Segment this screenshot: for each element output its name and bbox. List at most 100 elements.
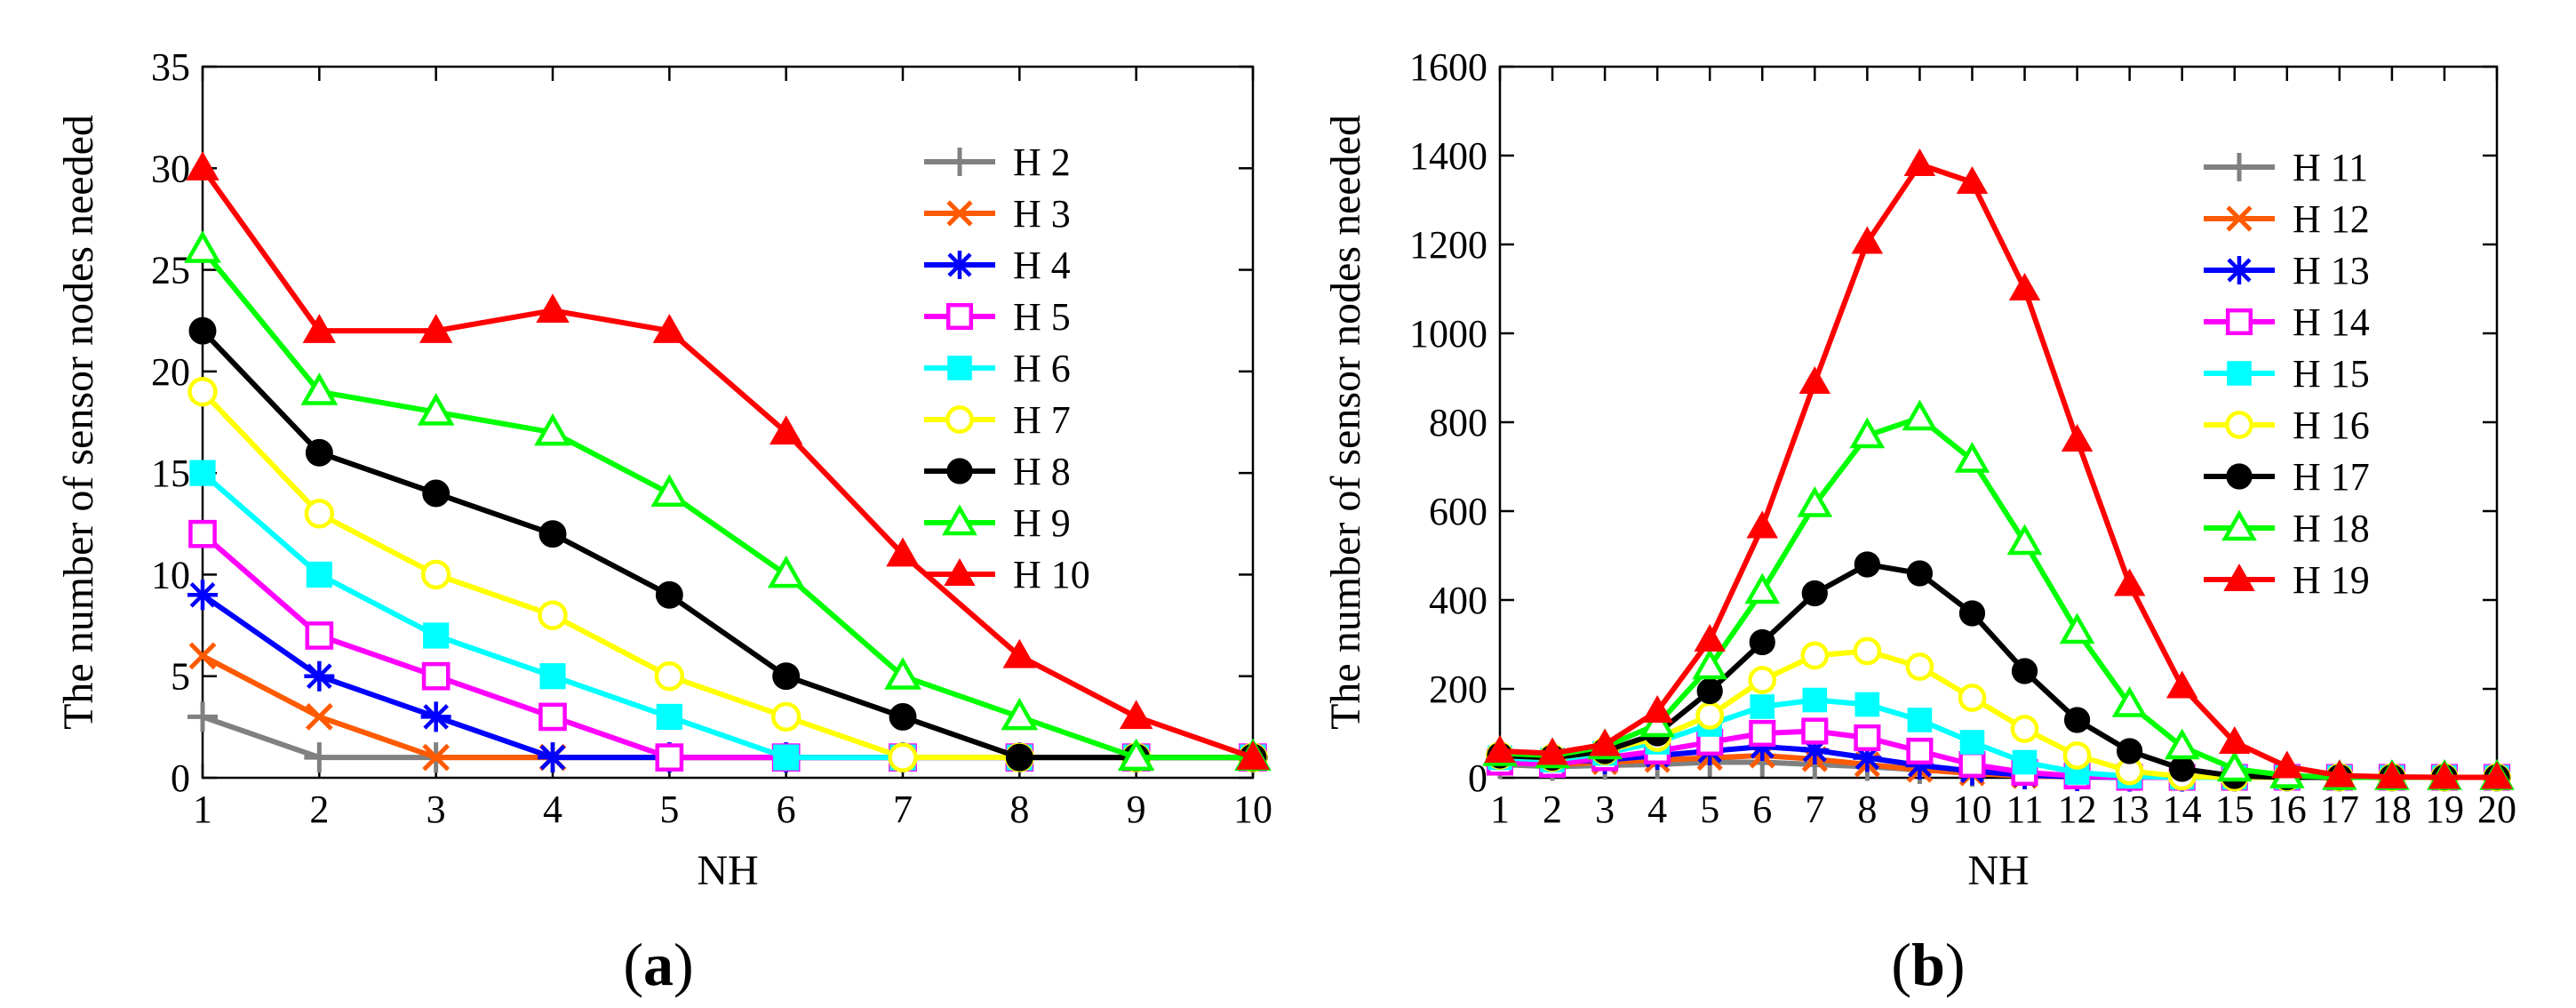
chart-a-data-point bbox=[300, 372, 339, 405]
chart-a-data-point bbox=[305, 703, 333, 731]
chart-a-ytick-label: 35 bbox=[151, 45, 190, 89]
chart-b-data-point bbox=[1692, 648, 1728, 680]
chart-b-series-line bbox=[1499, 162, 2497, 780]
chart-a-data-point bbox=[539, 663, 566, 690]
chart-b-data-point bbox=[2117, 738, 2143, 764]
chart-b-data-point bbox=[2062, 741, 2092, 770]
chart-a-legend-marker bbox=[944, 557, 976, 586]
chart-a-legend-label: H 8 bbox=[1013, 450, 1071, 493]
chart-a-xtick-label: 10 bbox=[1233, 788, 1272, 831]
chart-a-xtick-label: 3 bbox=[427, 788, 446, 831]
chart-a-legend-marker bbox=[945, 405, 974, 434]
chart-a-data-point bbox=[420, 701, 451, 732]
chart-b-data-point bbox=[1854, 551, 1880, 578]
chart-b-data-point bbox=[1641, 694, 1673, 723]
chart-a-caption-close: ) bbox=[674, 931, 694, 998]
chart-a-legend-entry: H 9 bbox=[924, 501, 1071, 545]
chart-b-data-point bbox=[1749, 628, 1775, 656]
chart-b-ytick-label: 1600 bbox=[1409, 45, 1487, 89]
chart-b-xtick-label: 2 bbox=[1543, 788, 1562, 831]
chart-a-legend: H 2 H 3 H 4 H 5 H 6 H 7 H 8 H 9 H 10 bbox=[924, 140, 1090, 596]
chart-b-legend-marker bbox=[2226, 463, 2253, 490]
chart-b-xtick-label: 6 bbox=[1752, 788, 1772, 831]
chart-b-xtick-label: 10 bbox=[1952, 788, 1991, 831]
chart-a-xtick-label: 7 bbox=[893, 788, 913, 831]
chart-a-xtick-label: 8 bbox=[1009, 788, 1029, 831]
chart-a-xtick-label: 4 bbox=[543, 788, 562, 831]
chart-b-data-point bbox=[1958, 600, 1986, 627]
chart-b-data-point bbox=[1800, 736, 1830, 764]
chart-b-data-point bbox=[1589, 728, 1621, 756]
chart-a-data-point bbox=[422, 479, 451, 508]
chart-a-legend-label: H 5 bbox=[1013, 295, 1071, 339]
chart-b-ytick-label: 600 bbox=[1429, 490, 1487, 533]
chart-a-data-point bbox=[421, 661, 451, 691]
chart-b-legend-marker bbox=[2225, 308, 2253, 336]
chart-a-legend-label: H 6 bbox=[1013, 347, 1071, 390]
chart-a-plot-frame bbox=[201, 65, 1255, 780]
chart-b-ytick-label: 1000 bbox=[1409, 312, 1487, 356]
chart-b-legend-label: H 16 bbox=[2293, 404, 2370, 447]
chart-a-ytick-label: 15 bbox=[151, 452, 190, 495]
chart-a-data-point bbox=[305, 621, 334, 650]
chart-a-data-point bbox=[650, 474, 689, 507]
chart-b-data-point bbox=[1851, 226, 1884, 254]
chart-b-caption-open: ( bbox=[1891, 931, 1911, 998]
chart-b-data-point bbox=[2059, 612, 2095, 644]
chart-a-caption-open: ( bbox=[623, 931, 643, 998]
chart-b-series bbox=[1482, 148, 2515, 792]
chart-b-data-point bbox=[2271, 750, 2303, 779]
chart-b-data-point bbox=[2164, 728, 2200, 760]
chart-b-data-point bbox=[2061, 423, 2093, 452]
chart-a-ylabel: The number of sensor nodes needed bbox=[55, 115, 102, 730]
chart-a-legend-label: H 3 bbox=[1013, 192, 1071, 236]
chart-a-xtick-label: 6 bbox=[777, 788, 796, 831]
chart-b-data-point bbox=[1744, 572, 1781, 604]
chart-b-legend-label: H 19 bbox=[2293, 558, 2370, 602]
chart-a-caption-letter: a bbox=[643, 931, 674, 998]
chart-b-legend-entry: H 14 bbox=[2204, 300, 2370, 344]
chart-a-data-point bbox=[652, 314, 687, 343]
chart-b-data-point bbox=[2063, 707, 2091, 733]
chart-a-legend-label: H 9 bbox=[1013, 501, 1071, 545]
chart-a-series bbox=[184, 151, 1272, 773]
chart-b-xtick-label: 15 bbox=[2215, 788, 2254, 831]
chart-b-legend-label: H 11 bbox=[2293, 146, 2368, 189]
chart-b-data-point bbox=[1695, 701, 1725, 730]
chart-b-legend-label: H 18 bbox=[2293, 507, 2370, 550]
chart-a-legend-marker bbox=[945, 251, 974, 279]
chart-b-data-point bbox=[2428, 761, 2460, 789]
chart-a-legend-entry: H 8 bbox=[924, 450, 1071, 493]
chart-a-data-point bbox=[419, 314, 453, 343]
chart-b-xtick-label: 13 bbox=[2110, 788, 2149, 831]
chart-b-data-point bbox=[2481, 761, 2513, 789]
chart-b-ticks: 1 2 3 4 5 6 7 8 9 10 11 12 13 14 15 16 17 18 19 20020040060… bbox=[1409, 45, 2516, 831]
chart-b-data-point bbox=[1802, 687, 1828, 713]
chart-a-data-point bbox=[417, 393, 455, 426]
chart-a-data-point bbox=[1117, 738, 1155, 772]
chart-b-data-point bbox=[1797, 485, 1833, 517]
chart-b-xtick-label: 5 bbox=[1700, 788, 1719, 831]
chart-a-data-point bbox=[773, 744, 800, 771]
chart-b-legend-marker bbox=[2225, 153, 2253, 181]
chart-a-data-point bbox=[302, 314, 337, 343]
chart-a-xlabel: NH bbox=[697, 847, 758, 894]
chart-a-series-line bbox=[200, 166, 1254, 760]
chart-a-legend-marker bbox=[946, 200, 973, 227]
chart-a-ytick-label: 25 bbox=[151, 249, 190, 292]
chart-b-xtick-label: 19 bbox=[2425, 788, 2464, 831]
chart-a-series-h9 bbox=[184, 230, 1272, 772]
chart-a-legend-marker bbox=[945, 148, 974, 176]
chart-b-data-point bbox=[2216, 750, 2253, 782]
chart-b-data-point bbox=[2012, 749, 2038, 775]
chart-a-legend-label: H 2 bbox=[1013, 140, 1071, 184]
chart-b-legend-entry: H 16 bbox=[2204, 404, 2370, 447]
chart-b-caption-close: ) bbox=[1945, 931, 1966, 998]
chart-b-data-point bbox=[2008, 272, 2041, 300]
chart-b-data-point bbox=[1905, 652, 1934, 681]
chart-b-legend-marker bbox=[2223, 563, 2255, 591]
chart-a-data-point bbox=[187, 377, 218, 407]
chart-a-series-line bbox=[200, 247, 1253, 761]
chart-a-data-point bbox=[305, 438, 333, 467]
